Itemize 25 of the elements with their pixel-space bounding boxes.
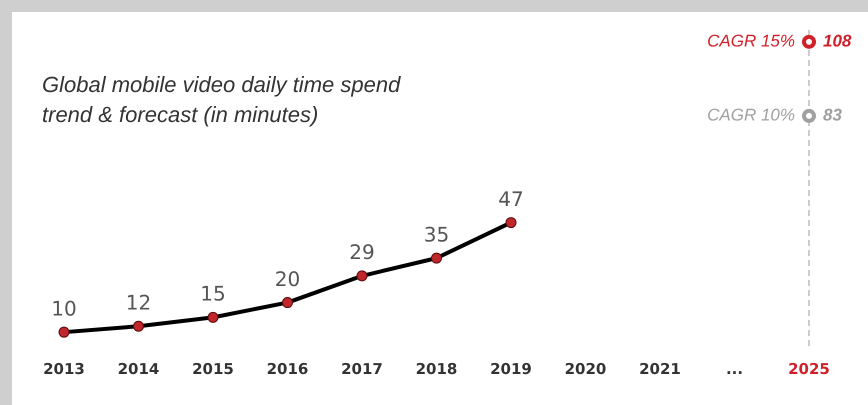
x-tick-label: 2018 xyxy=(416,360,458,378)
x-tick-label: 2017 xyxy=(341,360,383,378)
x-tick-label: 2020 xyxy=(564,360,606,378)
x-tick-label: 2015 xyxy=(192,360,234,378)
data-label: 35 xyxy=(424,222,450,246)
data-label: 47 xyxy=(498,186,524,211)
data-label: 10 xyxy=(51,296,77,320)
x-tick-label: 2013 xyxy=(43,360,85,378)
text: Global mobile video daily time spend trend & forecast (in minutes) xyxy=(42,71,402,129)
x-tick-label: 2016 xyxy=(266,360,308,378)
data-label: 15 xyxy=(200,282,226,306)
point xyxy=(802,108,816,123)
x-tick-label: 2019 xyxy=(490,360,532,378)
data-label: 83 xyxy=(823,106,842,125)
data-label: 108 xyxy=(823,32,852,51)
x-tick-label: 2021 xyxy=(639,360,681,378)
x-tick-label: ... xyxy=(726,360,744,378)
series-label: CAGR 10% xyxy=(707,106,795,125)
point xyxy=(802,34,816,49)
data-label: 12 xyxy=(126,290,152,314)
data-label: 20 xyxy=(274,266,300,291)
x-tick-label: 2014 xyxy=(118,360,160,378)
x-tick-label: 2025 xyxy=(788,360,830,378)
series-label: CAGR 15% xyxy=(707,32,795,51)
data-label: 29 xyxy=(349,240,375,264)
